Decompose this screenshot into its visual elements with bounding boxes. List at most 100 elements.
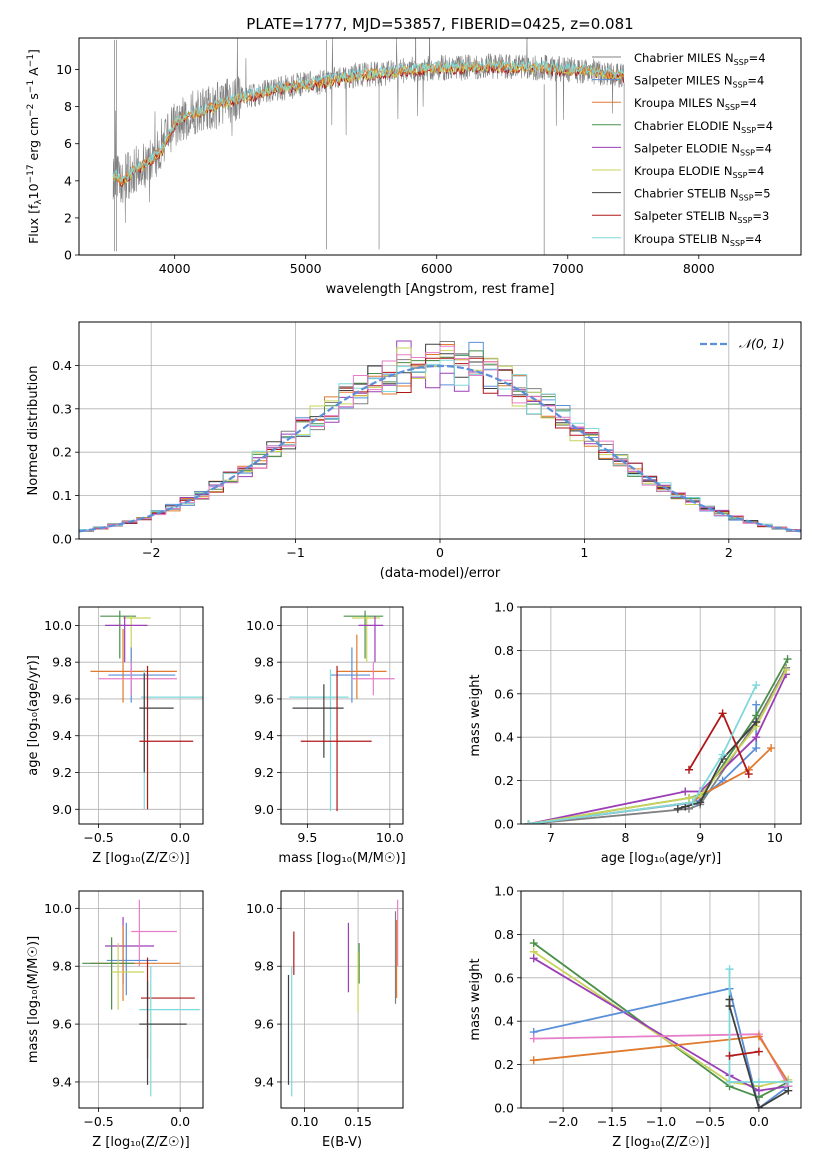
series-marker [754, 1032, 763, 1041]
y-tick-label: 10 [56, 62, 72, 77]
series-marker [529, 1034, 538, 1043]
series-marker [752, 681, 761, 690]
x-tick-label: 0.0 [749, 1114, 769, 1129]
y-tick-label: 9.2 [254, 765, 274, 780]
y-tick-label: 0.6 [494, 970, 514, 985]
y-tick-label: 6 [64, 136, 72, 151]
y-tick-label: 0.3 [52, 401, 72, 416]
y-tick-label: 0.4 [494, 730, 514, 745]
series-marker [725, 1002, 734, 1011]
axes-frame [520, 890, 802, 1109]
y-tick-label: 9.4 [52, 1074, 72, 1089]
y-tick-label: 10.0 [44, 618, 72, 633]
series-line [533, 987, 789, 1108]
series-marker [529, 1056, 538, 1065]
plot-area [289, 610, 395, 812]
x-tick-label: −2.0 [548, 1114, 578, 1129]
x-tick-label: −0.5 [83, 1114, 113, 1129]
y-tick-label: 0.2 [494, 1057, 514, 1072]
x-tick-label: 9.5 [297, 830, 317, 845]
y-tick-label: 9.8 [254, 655, 274, 670]
plot-area [287, 899, 399, 1097]
series-marker [681, 787, 690, 796]
y-tick-label: 4 [64, 173, 72, 188]
series-marker [767, 744, 776, 753]
x-tick-label: 0 [436, 545, 444, 560]
plot-area [524, 655, 792, 824]
y-tick-label: 9.8 [254, 959, 274, 974]
legend-entry: Kroupa STELIB NSSP=4 [634, 232, 762, 248]
x-tick-label: 10 [767, 830, 783, 845]
y-axis-label: mass weight [468, 674, 483, 756]
series-marker [725, 965, 734, 974]
y-axis-label: mass [log₁₀(M/M☉)] [26, 936, 41, 1063]
y-tick-label: 9.6 [52, 1017, 72, 1032]
spectrum-panel: 4000 5000 6000 7000 8000 0 2 4 6 8 10 wavelength [A… [26, 37, 802, 297]
x-axis-label: Z [log₁₀(Z/Z☉)] [612, 1135, 709, 1150]
plot-area [82, 899, 200, 1097]
spectrum-data-line [112, 38, 625, 223]
x-tick-label: 8000 [683, 261, 715, 276]
legend-entry: Kroupa ELODIE NSSP=4 [634, 164, 764, 180]
legend-entry: Kroupa MILES NSSP=4 [634, 96, 757, 112]
series-line [528, 684, 758, 824]
x-tick-label: 0.0 [170, 830, 190, 845]
x-tick-label: 10.0 [376, 830, 404, 845]
x-tick-label: −1.5 [597, 1114, 627, 1129]
legend-entry: Salpeter MILES NSSP=4 [634, 74, 764, 90]
x-axis-label: mass [log₁₀(M/M☉)] [278, 851, 405, 866]
x-axis-label: wavelength [Angstrom, rest frame] [326, 282, 555, 297]
series-marker [529, 954, 538, 963]
y-axis-label: Flux [fλ10−17 erg cm−2 s−1 A−1] [26, 49, 44, 244]
series-marker [784, 1086, 793, 1095]
y-tick-label: 0 [64, 248, 72, 263]
plot-area [79, 340, 801, 533]
x-tick-label: 2 [725, 545, 733, 560]
x-tick-label: −1.0 [646, 1114, 676, 1129]
residual-histogram-panel: −2 −1 0 1 2 0.0 0.1 0.2 0.3 0.4 (data-model)/error… [26, 321, 802, 581]
y-tick-label: 9.2 [52, 765, 72, 780]
series-marker [754, 1086, 763, 1095]
x-tick-label: 8 [622, 830, 630, 845]
series-marker [754, 1047, 763, 1056]
x-tick-label: 7000 [552, 261, 584, 276]
y-tick-label: 10.0 [246, 901, 274, 916]
series-marker [529, 939, 538, 948]
histogram-step [79, 359, 801, 532]
series-marker [696, 798, 705, 807]
series-line [528, 658, 789, 824]
x-axis-label: Z [log₁₀(Z/Z☉)] [92, 1135, 189, 1150]
legend-entry: Chabrier ELODIE NSSP=4 [634, 119, 773, 135]
x-tick-label: 1 [580, 545, 588, 560]
x-tick-label: 0.0 [170, 1114, 190, 1129]
y-tick-label: 9.4 [254, 1074, 274, 1089]
series-marker [754, 1077, 763, 1086]
x-tick-label: 4000 [159, 261, 191, 276]
y-tick-label: 9.6 [254, 1017, 274, 1032]
x-tick-label: −0.5 [695, 1114, 725, 1129]
series-marker [752, 733, 761, 742]
y-tick-label: 0.4 [494, 1014, 514, 1029]
y-axis-label: mass weight [468, 958, 483, 1040]
model-line-kroupa-miles [112, 59, 625, 185]
y-tick-label: 9.4 [52, 728, 72, 743]
x-tick-label: 0.10 [291, 1114, 319, 1129]
x-tick-label: −1 [286, 545, 304, 560]
series-line [728, 969, 789, 1083]
y-tick-label: 8 [64, 99, 72, 114]
series-marker [725, 1051, 734, 1060]
axes-frame [78, 321, 802, 540]
y-tick-label: 0.6 [494, 686, 514, 701]
y-tick-label: 1.0 [494, 600, 514, 615]
legend-entry: Salpeter ELODIE NSSP=4 [634, 141, 772, 157]
y-tick-label: 9.0 [52, 802, 72, 817]
y-axis-label: Normed distribution [26, 366, 41, 496]
age-vs-mass-panel: 9.5 10.0 9.0 9.2 9.4 9.6 9.8 10.0 mass [log₁₀(M/… [246, 606, 406, 866]
series-line [533, 942, 789, 1099]
x-tick-label: 5000 [290, 261, 322, 276]
y-tick-label: 9.0 [254, 802, 274, 817]
y-tick-label: 0.0 [494, 1101, 514, 1116]
axes-frame [78, 606, 204, 825]
series-marker [782, 665, 791, 674]
